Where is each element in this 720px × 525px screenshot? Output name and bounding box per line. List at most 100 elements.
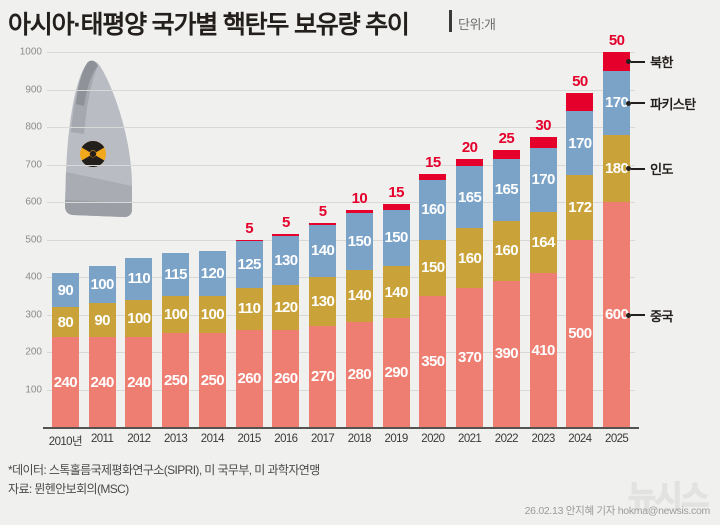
bar-stack[interactable]: 240 100 110 — [125, 258, 153, 427]
bar-segment-중국[interactable]: 260 — [272, 329, 300, 427]
bar-top-label-북한: 5 — [318, 202, 327, 220]
gridline: 100 — [25, 384, 635, 395]
bar-top-label-북한: 15 — [388, 183, 404, 201]
bar-segment-인도[interactable]: 100 — [162, 295, 190, 334]
bar-segment-중국[interactable]: 260 — [235, 329, 263, 427]
bar-segment-인도[interactable]: 100 — [198, 295, 226, 334]
bar-segment-중국[interactable]: 600 — [603, 202, 631, 427]
bar-segment-중국[interactable]: 350 — [419, 295, 447, 427]
bar-segment-파키스탄[interactable]: 125 — [235, 241, 263, 289]
unit-label: 단위:개 — [458, 17, 496, 32]
bar-segment-북한[interactable]: 15 — [382, 203, 410, 210]
legend-item-파키스탄: 파키스탄 — [626, 94, 696, 113]
bar-segment-인도[interactable]: 100 — [125, 299, 153, 337]
page-title: 아시아·태평양 국가별 핵탄두 보유량 추이 — [8, 11, 410, 39]
bar-segment-인도[interactable]: 160 — [492, 220, 520, 281]
bar-segment-파키스탄[interactable]: 160 — [419, 179, 447, 240]
bar-segment-파키스탄[interactable]: 100 — [88, 265, 116, 304]
bar-segment-중국[interactable]: 410 — [529, 273, 557, 427]
legend-item-북한: 북한 — [626, 52, 673, 71]
bar-segment-중국[interactable]: 240 — [125, 337, 153, 427]
bar-segment-파키스탄[interactable]: 170 — [566, 111, 594, 175]
gridline: 900 — [25, 84, 635, 95]
bar-segment-인도[interactable]: 110 — [235, 288, 263, 330]
bar-top-label-북한: 25 — [498, 129, 515, 147]
bar-segment-북한[interactable]: 5 — [272, 233, 300, 236]
bar-segment-중국[interactable]: 280 — [345, 322, 373, 427]
bar-segment-인도[interactable]: 140 — [382, 265, 410, 319]
bar-segment-인도[interactable]: 180 — [603, 134, 631, 202]
bar-segment-파키스탄[interactable]: 165 — [456, 166, 484, 229]
bar-segment-파키스탄[interactable]: 140 — [309, 224, 337, 277]
bar-segment-북한[interactable]: 15 — [419, 173, 447, 180]
bar-segment-인도[interactable]: 120 — [272, 284, 300, 330]
bar-top-label-북한: 30 — [535, 116, 551, 134]
bar-segment-중국[interactable]: 240 — [51, 337, 79, 427]
bar-segment-파키스탄[interactable]: 90 — [51, 273, 79, 307]
bar-segment-북한[interactable]: 25 — [492, 149, 520, 159]
title-divider — [449, 10, 452, 32]
y-axis-tick-label: 500 — [25, 234, 42, 245]
bar-segment-파키스탄[interactable]: 130 — [272, 235, 300, 285]
x-axis-label: 2010년 — [48, 436, 83, 448]
footer-material-source: 자료: 뮌헨안보회의(MSC) — [8, 482, 129, 496]
gridline: 400 — [25, 272, 635, 283]
bar-segment-북한[interactable]: 30 — [529, 136, 557, 148]
bar-segment-중국[interactable]: 500 — [566, 239, 594, 427]
legend-label: 인도 — [650, 162, 673, 178]
bar-segment-파키스탄[interactable]: 115 — [162, 252, 190, 296]
legend-item-중국: 중국 — [626, 306, 673, 325]
bar-segment-인도[interactable]: 130 — [309, 277, 337, 326]
bar-segment-북한[interactable]: 5 — [309, 222, 337, 225]
x-axis-label: 2023 — [531, 433, 556, 445]
bar-segment-북한[interactable]: 50 — [566, 92, 594, 112]
bar-segment-중국[interactable]: 270 — [309, 325, 337, 427]
bar-segment-파키스탄[interactable]: 170 — [529, 148, 557, 212]
gridline: 700 — [25, 159, 635, 170]
x-axis-label: 2016 — [274, 433, 298, 445]
bar-stack[interactable]: 250 100 120 — [198, 250, 226, 427]
bar-segment-북한[interactable]: 10 — [345, 209, 373, 214]
bar-segment-파키스탄[interactable]: 150 — [382, 209, 410, 266]
bar-segment-북한[interactable]: 50 — [603, 52, 631, 71]
bar-top-label-북한: 15 — [425, 153, 441, 171]
bar-segment-중국[interactable]: 370 — [456, 288, 484, 427]
bar-segment-인도[interactable]: 160 — [456, 228, 484, 289]
bar-segment-파키스탄[interactable]: 150 — [345, 213, 373, 270]
bar-segment-북한[interactable]: 20 — [456, 158, 484, 167]
bar-stack[interactable]: 250 100 115 — [162, 252, 190, 427]
bar-segment-중국[interactable]: 390 — [492, 280, 520, 427]
legend-label: 중국 — [650, 308, 673, 324]
bar-segment-파키스탄[interactable]: 165 — [492, 158, 520, 221]
bar-segment-파키스탄[interactable]: 110 — [125, 258, 153, 300]
bar-top-label-북한: 20 — [461, 138, 478, 156]
bar-stack[interactable]: 240 90 100 — [88, 265, 116, 427]
bar-segment-인도[interactable]: 164 — [529, 211, 557, 274]
bar-segment-인도[interactable]: 150 — [419, 239, 447, 296]
gridline: 800 — [25, 122, 635, 133]
bar-segment-파키스탄[interactable]: 120 — [198, 250, 226, 296]
bar-segment-인도[interactable]: 80 — [51, 307, 79, 337]
bar-segment-인도[interactable]: 90 — [88, 303, 116, 337]
bar-segment-북한[interactable]: 5 — [235, 239, 263, 242]
bar-segment-중국[interactable]: 250 — [198, 333, 226, 427]
bar-segment-인도[interactable]: 140 — [345, 269, 373, 322]
bar-segment-중국[interactable]: 290 — [382, 318, 410, 427]
bar-segment-인도[interactable]: 172 — [566, 175, 594, 240]
bar-segment-파키스탄[interactable]: 170 — [603, 70, 631, 135]
bar-stack[interactable]: 240 80 90 — [51, 273, 79, 427]
legend-dot-icon — [626, 100, 632, 106]
bar-segment-중국[interactable]: 240 — [88, 337, 116, 427]
bar-segment-중국[interactable]: 250 — [162, 333, 190, 427]
